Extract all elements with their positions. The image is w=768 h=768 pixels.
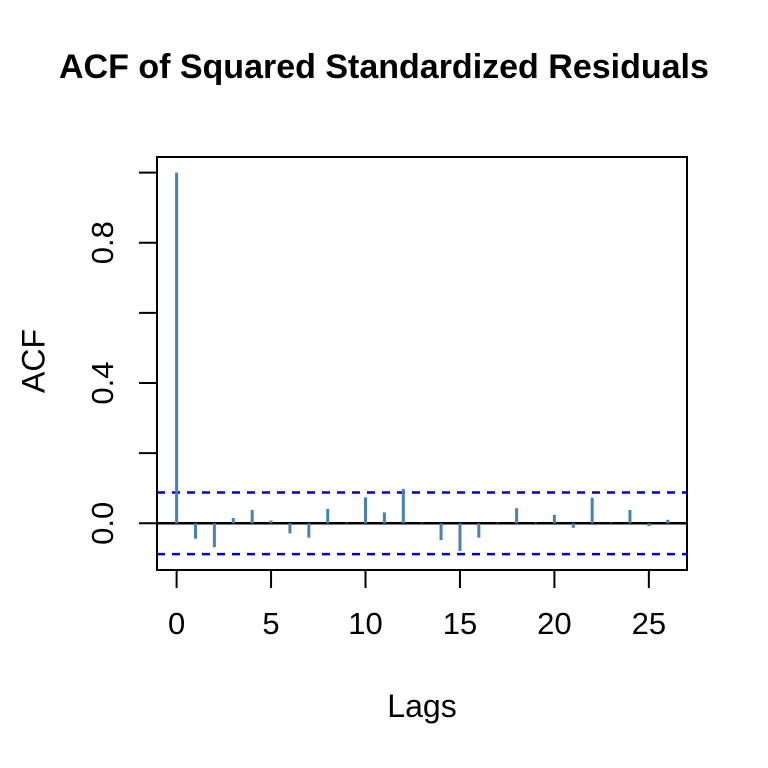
x-tick-label: 0 xyxy=(168,606,185,641)
x-axis-title: Lags xyxy=(387,688,457,724)
x-tick-label: 5 xyxy=(262,606,279,641)
y-tick-label: 0.0 xyxy=(85,502,120,545)
x-tick-label: 20 xyxy=(537,606,571,641)
x-tick-label: 25 xyxy=(632,606,666,641)
x-tick-label: 10 xyxy=(348,606,382,641)
y-tick-label: 0.4 xyxy=(85,361,120,404)
plot-box xyxy=(156,156,688,571)
x-tick-label: 15 xyxy=(443,606,477,641)
chart-title: ACF of Squared Standardized Residuals xyxy=(59,48,709,86)
y-tick-label: 0.8 xyxy=(85,221,120,264)
